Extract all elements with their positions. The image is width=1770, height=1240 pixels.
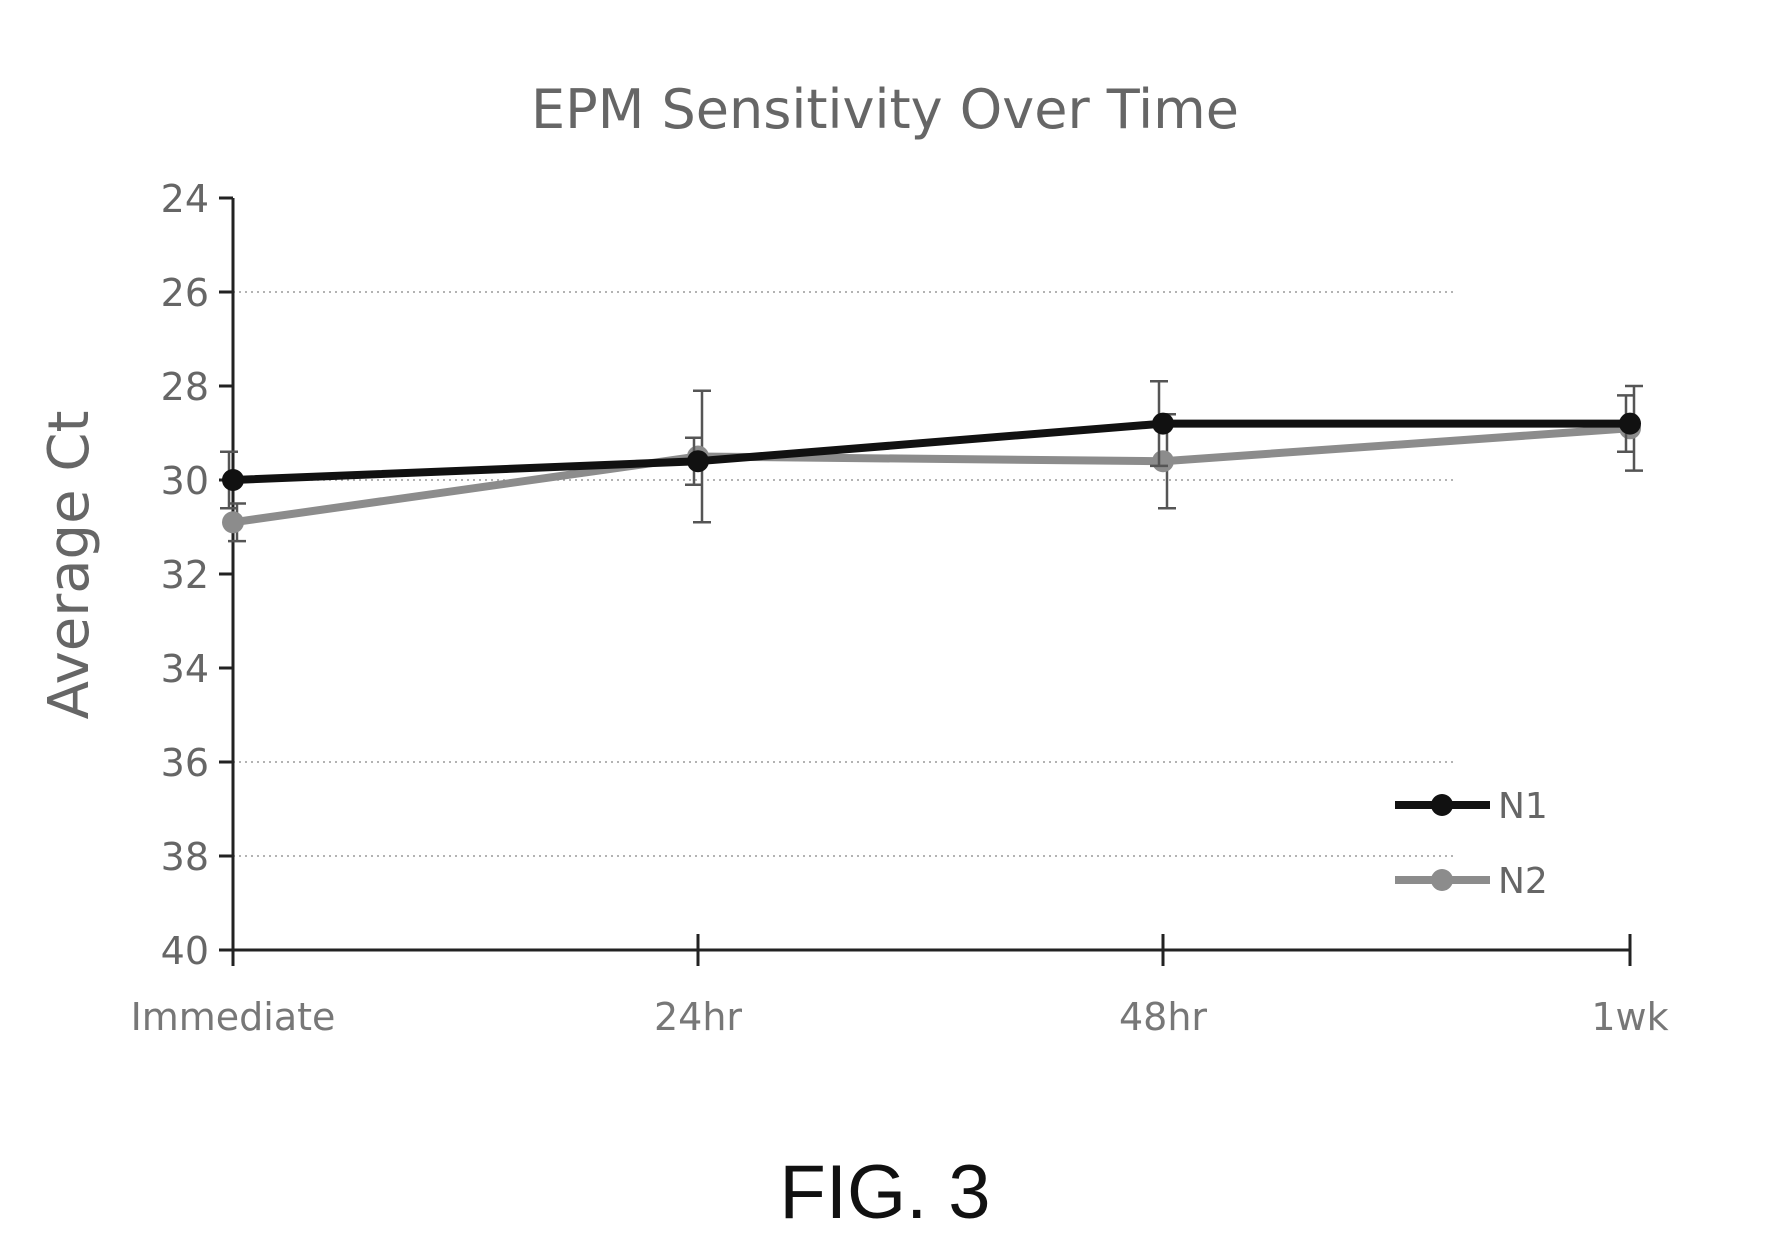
x-tick-label: 24hr — [654, 995, 742, 1039]
y-tick-label: 36 — [161, 741, 209, 785]
x-tick-label: 1wk — [1591, 995, 1668, 1039]
data-point — [222, 469, 244, 491]
y-tick-label: 30 — [161, 459, 209, 503]
legend-label: N2 — [1498, 861, 1548, 902]
legend-item-n1: N1 — [1395, 786, 1548, 827]
y-tick-label: 40 — [161, 929, 209, 973]
gridlines — [233, 291, 1455, 857]
series-n2 — [222, 384, 1643, 543]
y-axis-label: Average Ct — [37, 411, 102, 720]
axes: 24 26 28 30 32 34 36 38 40 Immediate 24hr 48hr 1wk — [131, 177, 1669, 1039]
y-tick-label: 26 — [161, 271, 209, 315]
series-n1 — [220, 380, 1641, 510]
series-layer — [220, 380, 1643, 543]
y-tick-label: 32 — [161, 553, 209, 597]
legend-marker — [1431, 869, 1453, 891]
chart-title: EPM Sensitivity Over Time — [531, 78, 1239, 141]
series-line — [232, 419, 1630, 484]
data-point — [1619, 412, 1641, 435]
figure-caption: FIG. 3 — [779, 1150, 990, 1235]
legend-item-n2: N2 — [1395, 861, 1548, 902]
x-tick-label: 48hr — [1119, 995, 1207, 1039]
y-tick-label: 34 — [161, 647, 209, 691]
data-point — [687, 450, 709, 473]
data-point — [1152, 450, 1174, 473]
legend: N1 N2 — [1395, 786, 1548, 902]
x-tick-label: Immediate — [131, 995, 336, 1039]
legend-label: N1 — [1498, 786, 1548, 827]
series-line — [232, 424, 1631, 527]
legend-marker — [1431, 794, 1453, 816]
y-tick-label: 28 — [161, 365, 209, 409]
data-point — [1152, 412, 1174, 435]
y-tick-label: 38 — [161, 835, 209, 879]
y-tick-label: 24 — [161, 177, 209, 221]
data-point — [222, 511, 244, 534]
